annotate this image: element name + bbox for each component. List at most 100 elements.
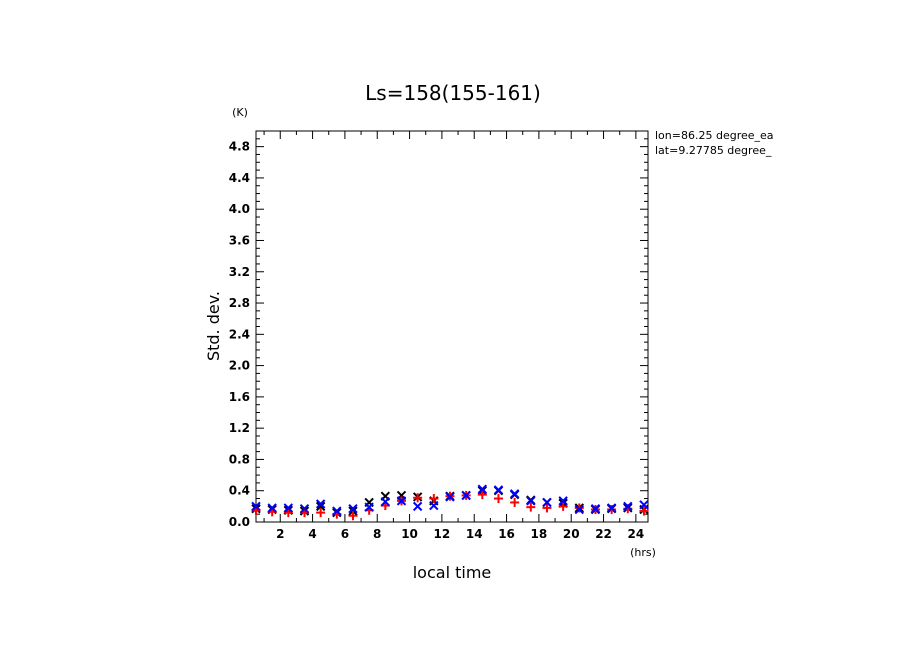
x-tick-label: 16 (498, 527, 515, 541)
data-point-black-x (348, 506, 358, 516)
data-point-blue-x (590, 503, 601, 514)
data-point-red- (639, 506, 649, 516)
x-tick-label: 8 (373, 527, 381, 541)
y-tick-label: 1.6 (229, 390, 250, 404)
data-point-red- (429, 494, 439, 504)
data-point-blue-x (606, 503, 617, 513)
marker-stroke (606, 503, 617, 513)
annotation-lat: lat=9.27785 degree_ (655, 144, 772, 157)
data-point-blue-x (461, 490, 471, 501)
x-unit-label: (hrs) (630, 546, 656, 559)
data-point-blue-x (251, 501, 261, 512)
y-tick-label: 2.4 (229, 327, 250, 341)
data-point-red- (493, 494, 503, 504)
y-tick-label: 0.0 (229, 515, 250, 529)
marker-stroke (251, 501, 261, 512)
marker-stroke (283, 503, 294, 513)
y-tick-label: 2.0 (229, 359, 250, 373)
data-point-blue-x (299, 503, 310, 514)
marker-stroke (590, 503, 601, 514)
data-point-red- (510, 497, 520, 507)
x-tick-label: 10 (401, 527, 418, 541)
marker-stroke (348, 503, 358, 514)
marker-stroke (558, 496, 568, 506)
chart-title: Ls=158(155-161) (365, 81, 541, 105)
data-point-red- (316, 508, 326, 518)
marker-stroke (639, 500, 649, 510)
data-point-blue-x (623, 501, 633, 512)
data-point-blue-x (429, 500, 439, 511)
x-tick-label: 6 (341, 527, 349, 541)
data-point-red- (348, 511, 358, 521)
plot-frame (255, 130, 649, 523)
data-point-blue-x (639, 500, 649, 510)
data-point-blue-x (332, 506, 342, 516)
data-point-blue-x (412, 501, 423, 512)
y-tick-label: 4.4 (229, 171, 250, 185)
marker-stroke (445, 492, 455, 502)
x-tick-label: 22 (595, 527, 612, 541)
data-point-blue-x (558, 496, 568, 506)
data-point-blue-x (396, 496, 407, 506)
marker-stroke (526, 496, 536, 506)
y-tick-label: 2.8 (229, 296, 250, 310)
x-tick-label: 20 (563, 527, 580, 541)
marker-stroke (364, 502, 374, 512)
x-tick-label: 4 (308, 527, 316, 541)
data-point-red- (526, 502, 536, 512)
axis-ticks: 0.0 0.4 0.8 1.2 1.6 2.0 2.4 2.8 3.2 3.6 4.0 4.4 4.8 2… (229, 130, 648, 541)
marker-stroke (542, 497, 552, 508)
marker-stroke (267, 503, 277, 513)
x-tick-label: 12 (434, 527, 451, 541)
data-points (251, 484, 649, 521)
data-point-blue-x (542, 497, 552, 508)
data-point-blue-x (509, 489, 520, 499)
marker-stroke (332, 506, 342, 516)
data-point-red- (283, 508, 293, 518)
marker-stroke (429, 500, 439, 511)
y-tick-label: 0.8 (229, 452, 250, 466)
data-point-blue-x (315, 499, 326, 509)
marker-stroke (315, 501, 326, 512)
y-tick-label: 0.4 (229, 484, 250, 498)
marker-stroke (461, 490, 471, 501)
y-tick-label: 3.2 (229, 265, 250, 279)
x-axis-title: local time (413, 563, 492, 582)
marker-stroke (315, 499, 326, 509)
data-point-blue-x (477, 484, 488, 494)
marker-stroke (493, 485, 504, 495)
y-axis-title: Std. dev. (204, 291, 223, 361)
x-tick-label: 24 (628, 527, 645, 541)
marker-stroke (412, 501, 423, 512)
data-point-blue-x (380, 496, 391, 507)
marker-stroke (509, 489, 520, 499)
marker-stroke (623, 501, 633, 512)
data-point-red- (542, 503, 552, 513)
data-point-blue-x (283, 503, 294, 513)
x-tick-label: 18 (531, 527, 548, 541)
x-tick-label: 2 (276, 527, 284, 541)
data-point-red- (558, 501, 568, 511)
data-point-blue-x (493, 485, 504, 495)
data-point-blue-x (267, 503, 277, 513)
data-point-blue-x (348, 503, 358, 514)
data-point-blue-x (526, 496, 536, 506)
y-unit-label: (K) (232, 106, 248, 119)
data-point-blue-x (364, 502, 374, 512)
data-point-blue-x (445, 492, 455, 502)
data-point-red- (607, 504, 617, 514)
marker-stroke (380, 496, 391, 507)
annotation-lon: lon=86.25 degree_ea (655, 129, 774, 142)
y-tick-label: 4.0 (229, 202, 250, 216)
marker-stroke (396, 496, 407, 506)
data-point-red- (413, 493, 423, 503)
x-tick-label: 14 (466, 527, 483, 541)
marker-stroke (299, 503, 310, 514)
y-tick-label: 1.2 (229, 421, 250, 435)
marker-stroke (477, 484, 488, 494)
y-tick-label: 4.8 (229, 140, 250, 154)
data-point-blue-x (574, 504, 585, 515)
marker-stroke (574, 504, 585, 515)
y-tick-label: 3.6 (229, 233, 250, 247)
